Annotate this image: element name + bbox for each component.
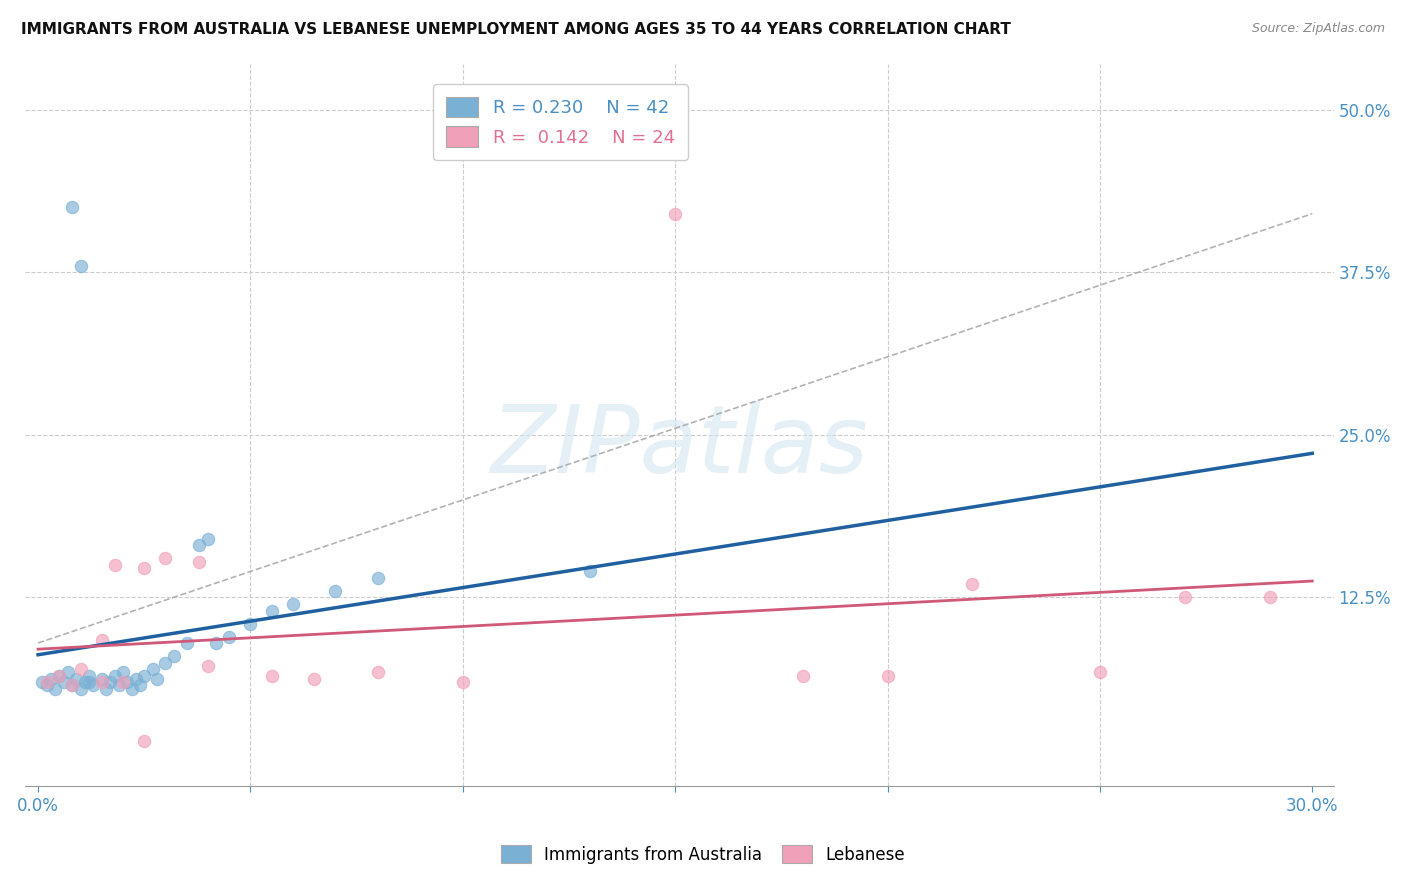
Point: [239, 616, 262, 631]
Point: [155, 656, 177, 670]
Point: [134, 560, 156, 574]
Point: [129, 678, 152, 692]
Point: [188, 555, 211, 569]
Point: [31, 675, 53, 690]
Point: [69, 662, 91, 676]
Point: [197, 659, 219, 673]
Point: [134, 733, 156, 747]
Point: [69, 681, 91, 696]
Point: [117, 675, 139, 690]
Point: [325, 584, 347, 599]
Point: [142, 662, 165, 676]
Point: [48, 668, 70, 682]
Point: [69, 259, 91, 273]
Point: [48, 668, 70, 682]
Point: [876, 668, 898, 682]
Point: [77, 668, 100, 682]
Point: [1174, 591, 1197, 605]
Point: [35, 675, 58, 690]
Point: [155, 551, 177, 566]
Point: [260, 603, 283, 617]
Point: [176, 636, 198, 650]
Point: [792, 668, 814, 682]
Point: [60, 678, 83, 692]
Point: [664, 207, 686, 221]
Point: [121, 681, 143, 696]
Point: [134, 668, 156, 682]
Point: [90, 675, 112, 690]
Point: [44, 681, 66, 696]
Point: [111, 675, 134, 690]
Point: [367, 571, 389, 585]
Point: [39, 673, 62, 687]
Point: [163, 648, 186, 663]
Text: ZIPatlas: ZIPatlas: [491, 401, 869, 492]
Point: [962, 577, 984, 591]
Point: [52, 675, 75, 690]
Point: [188, 538, 211, 552]
Point: [56, 665, 79, 679]
Point: [205, 636, 228, 650]
Point: [146, 673, 169, 687]
Point: [302, 673, 325, 687]
Text: IMMIGRANTS FROM AUSTRALIA VS LEBANESE UNEMPLOYMENT AMONG AGES 35 TO 44 YEARS COR: IMMIGRANTS FROM AUSTRALIA VS LEBANESE UN…: [21, 22, 1011, 37]
Text: Source: ZipAtlas.com: Source: ZipAtlas.com: [1251, 22, 1385, 36]
Point: [35, 678, 58, 692]
Point: [103, 668, 125, 682]
Point: [90, 673, 112, 687]
Legend: R = 0.230    N = 42, R =  0.142    N = 24: R = 0.230 N = 42, R = 0.142 N = 24: [433, 84, 688, 160]
Point: [73, 675, 96, 690]
Point: [103, 558, 125, 572]
Point: [77, 675, 100, 690]
Point: [1088, 665, 1111, 679]
Point: [197, 532, 219, 546]
Point: [98, 675, 121, 690]
Point: [260, 668, 283, 682]
Point: [60, 678, 83, 692]
Point: [107, 678, 129, 692]
Point: [65, 673, 87, 687]
Point: [125, 673, 148, 687]
Point: [451, 675, 474, 690]
Point: [1258, 591, 1281, 605]
Point: [90, 633, 112, 648]
Point: [111, 665, 134, 679]
Point: [60, 200, 83, 214]
Point: [367, 665, 389, 679]
Point: [281, 597, 304, 611]
Point: [94, 681, 117, 696]
Point: [82, 678, 104, 692]
Point: [579, 565, 602, 579]
Legend: Immigrants from Australia, Lebanese: Immigrants from Australia, Lebanese: [494, 838, 912, 871]
Point: [218, 630, 240, 644]
